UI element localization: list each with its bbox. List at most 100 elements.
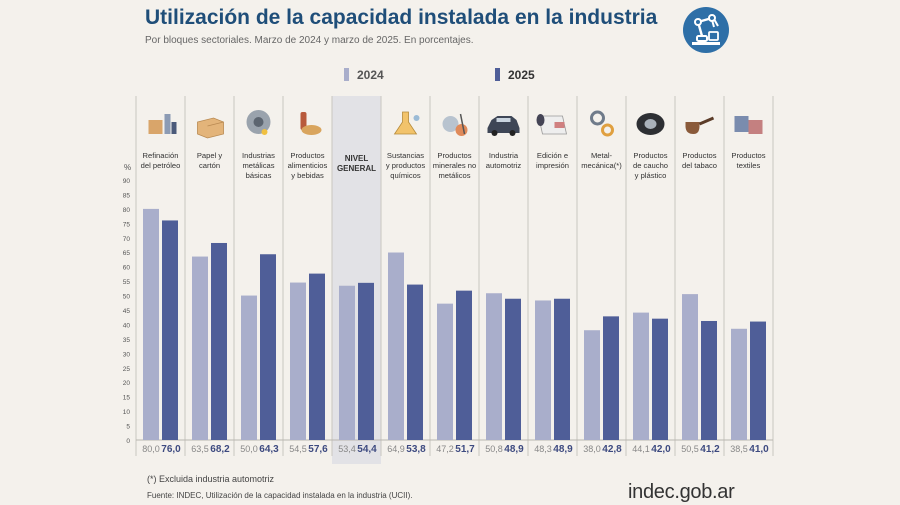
bar-2024 bbox=[388, 252, 404, 440]
bar-2024 bbox=[241, 295, 257, 440]
food-drink-icon bbox=[300, 112, 322, 135]
chart-subtitle: Por bloques sectoriales. Marzo de 2024 y… bbox=[145, 35, 474, 46]
value-label-2024: 48,3 bbox=[534, 444, 552, 454]
category-label: Sustancias bbox=[387, 151, 424, 160]
category-label: Productos bbox=[290, 151, 324, 160]
value-label-2025: 48,9 bbox=[553, 444, 573, 455]
y-axis-unit-label: % bbox=[124, 163, 131, 172]
bar-2025 bbox=[750, 321, 766, 440]
category-label: Industrias bbox=[242, 151, 275, 160]
value-label-2025: 53,8 bbox=[406, 444, 426, 455]
y-tick-label: 25 bbox=[123, 366, 131, 373]
bar-2024 bbox=[731, 328, 747, 440]
y-tick-label: 5 bbox=[126, 424, 130, 431]
y-tick-label: 70 bbox=[123, 236, 131, 243]
y-tick-label: 55 bbox=[123, 279, 131, 286]
bar-2025 bbox=[211, 242, 227, 440]
value-label-2025: 41,2 bbox=[700, 444, 720, 455]
bar-2024 bbox=[143, 208, 159, 440]
y-tick-label: 90 bbox=[123, 178, 131, 185]
category-label: Productos bbox=[731, 151, 765, 160]
bar-2025 bbox=[505, 298, 521, 440]
y-tick-label: 45 bbox=[123, 308, 131, 315]
brand-logo: indec.gob.ar bbox=[628, 481, 735, 503]
bar-chart: % 0 5 10 15 20 25 30 35 40 45 50 55 60 65 70 75 80 85 90 Ref… bbox=[123, 96, 774, 464]
metal-saw-icon bbox=[246, 110, 271, 135]
bar-2025 bbox=[701, 320, 717, 440]
category-label: y plástico bbox=[635, 171, 667, 180]
bar-2025 bbox=[260, 254, 276, 440]
car-icon bbox=[487, 116, 520, 136]
y-tick-label: 15 bbox=[123, 395, 131, 402]
category-label: cartón bbox=[199, 161, 220, 170]
value-label-2024: 47,2 bbox=[436, 444, 454, 454]
bar-2024 bbox=[584, 330, 600, 440]
value-label-2024: 50,8 bbox=[485, 444, 503, 454]
category-label: impresión bbox=[536, 161, 569, 170]
y-tick-label: 75 bbox=[123, 221, 131, 228]
y-tick-label: 40 bbox=[123, 322, 131, 329]
category-label: y productos bbox=[386, 161, 425, 170]
bar-2025 bbox=[407, 284, 423, 440]
category-label: metálicas bbox=[242, 161, 274, 170]
legend-swatch-2024 bbox=[344, 68, 349, 81]
category-label: químicos bbox=[390, 171, 421, 180]
textile-icon bbox=[734, 116, 763, 134]
value-label-2025: 42,8 bbox=[602, 444, 622, 455]
bar-2024 bbox=[290, 282, 306, 440]
category-label: mecánica(*) bbox=[581, 161, 622, 170]
value-label-2024: 38,0 bbox=[583, 444, 601, 454]
value-label-2025: 76,0 bbox=[161, 444, 181, 455]
paper-roll-icon bbox=[536, 114, 567, 135]
gears-icon bbox=[590, 110, 614, 137]
y-tick-label: 60 bbox=[123, 265, 131, 272]
bar-2025 bbox=[162, 220, 178, 440]
bar-2024 bbox=[192, 256, 208, 440]
pipe-icon bbox=[685, 116, 715, 134]
category-label: GENERAL bbox=[337, 164, 376, 173]
value-label-2025: 54,4 bbox=[357, 444, 377, 455]
category-label: minerales no bbox=[433, 161, 476, 170]
legend-swatch-2025 bbox=[495, 68, 500, 81]
category-label: Papel y bbox=[197, 151, 223, 160]
legend-item-2025: 2025 bbox=[495, 68, 535, 82]
category-label: Productos bbox=[682, 151, 716, 160]
oil-refinery-icon bbox=[148, 114, 177, 134]
category-label: alimenticios bbox=[288, 161, 328, 170]
paper-box-icon bbox=[197, 117, 224, 139]
mineral-cart-icon bbox=[442, 113, 468, 136]
category-label: automotriz bbox=[486, 161, 522, 170]
category-label: de caucho bbox=[633, 161, 668, 170]
value-label-2025: 51,7 bbox=[455, 444, 475, 455]
bar-2024 bbox=[339, 285, 355, 440]
y-tick-label: 20 bbox=[123, 380, 131, 387]
y-tick-label: 85 bbox=[123, 192, 131, 199]
value-label-2024: 54,5 bbox=[289, 444, 307, 454]
value-label-2024: 64,9 bbox=[387, 444, 405, 454]
category-label: Industria bbox=[489, 151, 519, 160]
value-label-2025: 57,6 bbox=[308, 444, 328, 455]
chart-title: Utilización de la capacidad instalada en… bbox=[145, 6, 658, 29]
category-label: Refinación bbox=[143, 151, 179, 160]
bar-2025 bbox=[652, 318, 668, 440]
value-label-2025: 64,3 bbox=[259, 444, 279, 455]
bar-2025 bbox=[603, 316, 619, 440]
category-label: del tabaco bbox=[682, 161, 717, 170]
category-label: del petróleo bbox=[141, 161, 181, 170]
y-tick-label: 0 bbox=[126, 438, 130, 445]
category-label: Productos bbox=[633, 151, 667, 160]
chemistry-flask-icon bbox=[393, 111, 420, 135]
y-tick-label: 30 bbox=[123, 351, 131, 358]
value-label-2025: 41,0 bbox=[749, 444, 769, 455]
value-label-2024: 44,1 bbox=[632, 444, 650, 454]
category-label: NIVEL bbox=[345, 154, 369, 163]
bar-2024 bbox=[633, 312, 649, 440]
bar-2025 bbox=[358, 282, 374, 440]
category-label: textiles bbox=[737, 161, 761, 170]
y-tick-label: 80 bbox=[123, 207, 131, 214]
value-label-2025: 42,0 bbox=[651, 444, 671, 455]
value-label-2025: 48,9 bbox=[504, 444, 524, 455]
y-tick-label: 35 bbox=[123, 337, 131, 344]
legend-label-2024: 2024 bbox=[357, 68, 384, 82]
category-label: básicas bbox=[246, 171, 272, 180]
